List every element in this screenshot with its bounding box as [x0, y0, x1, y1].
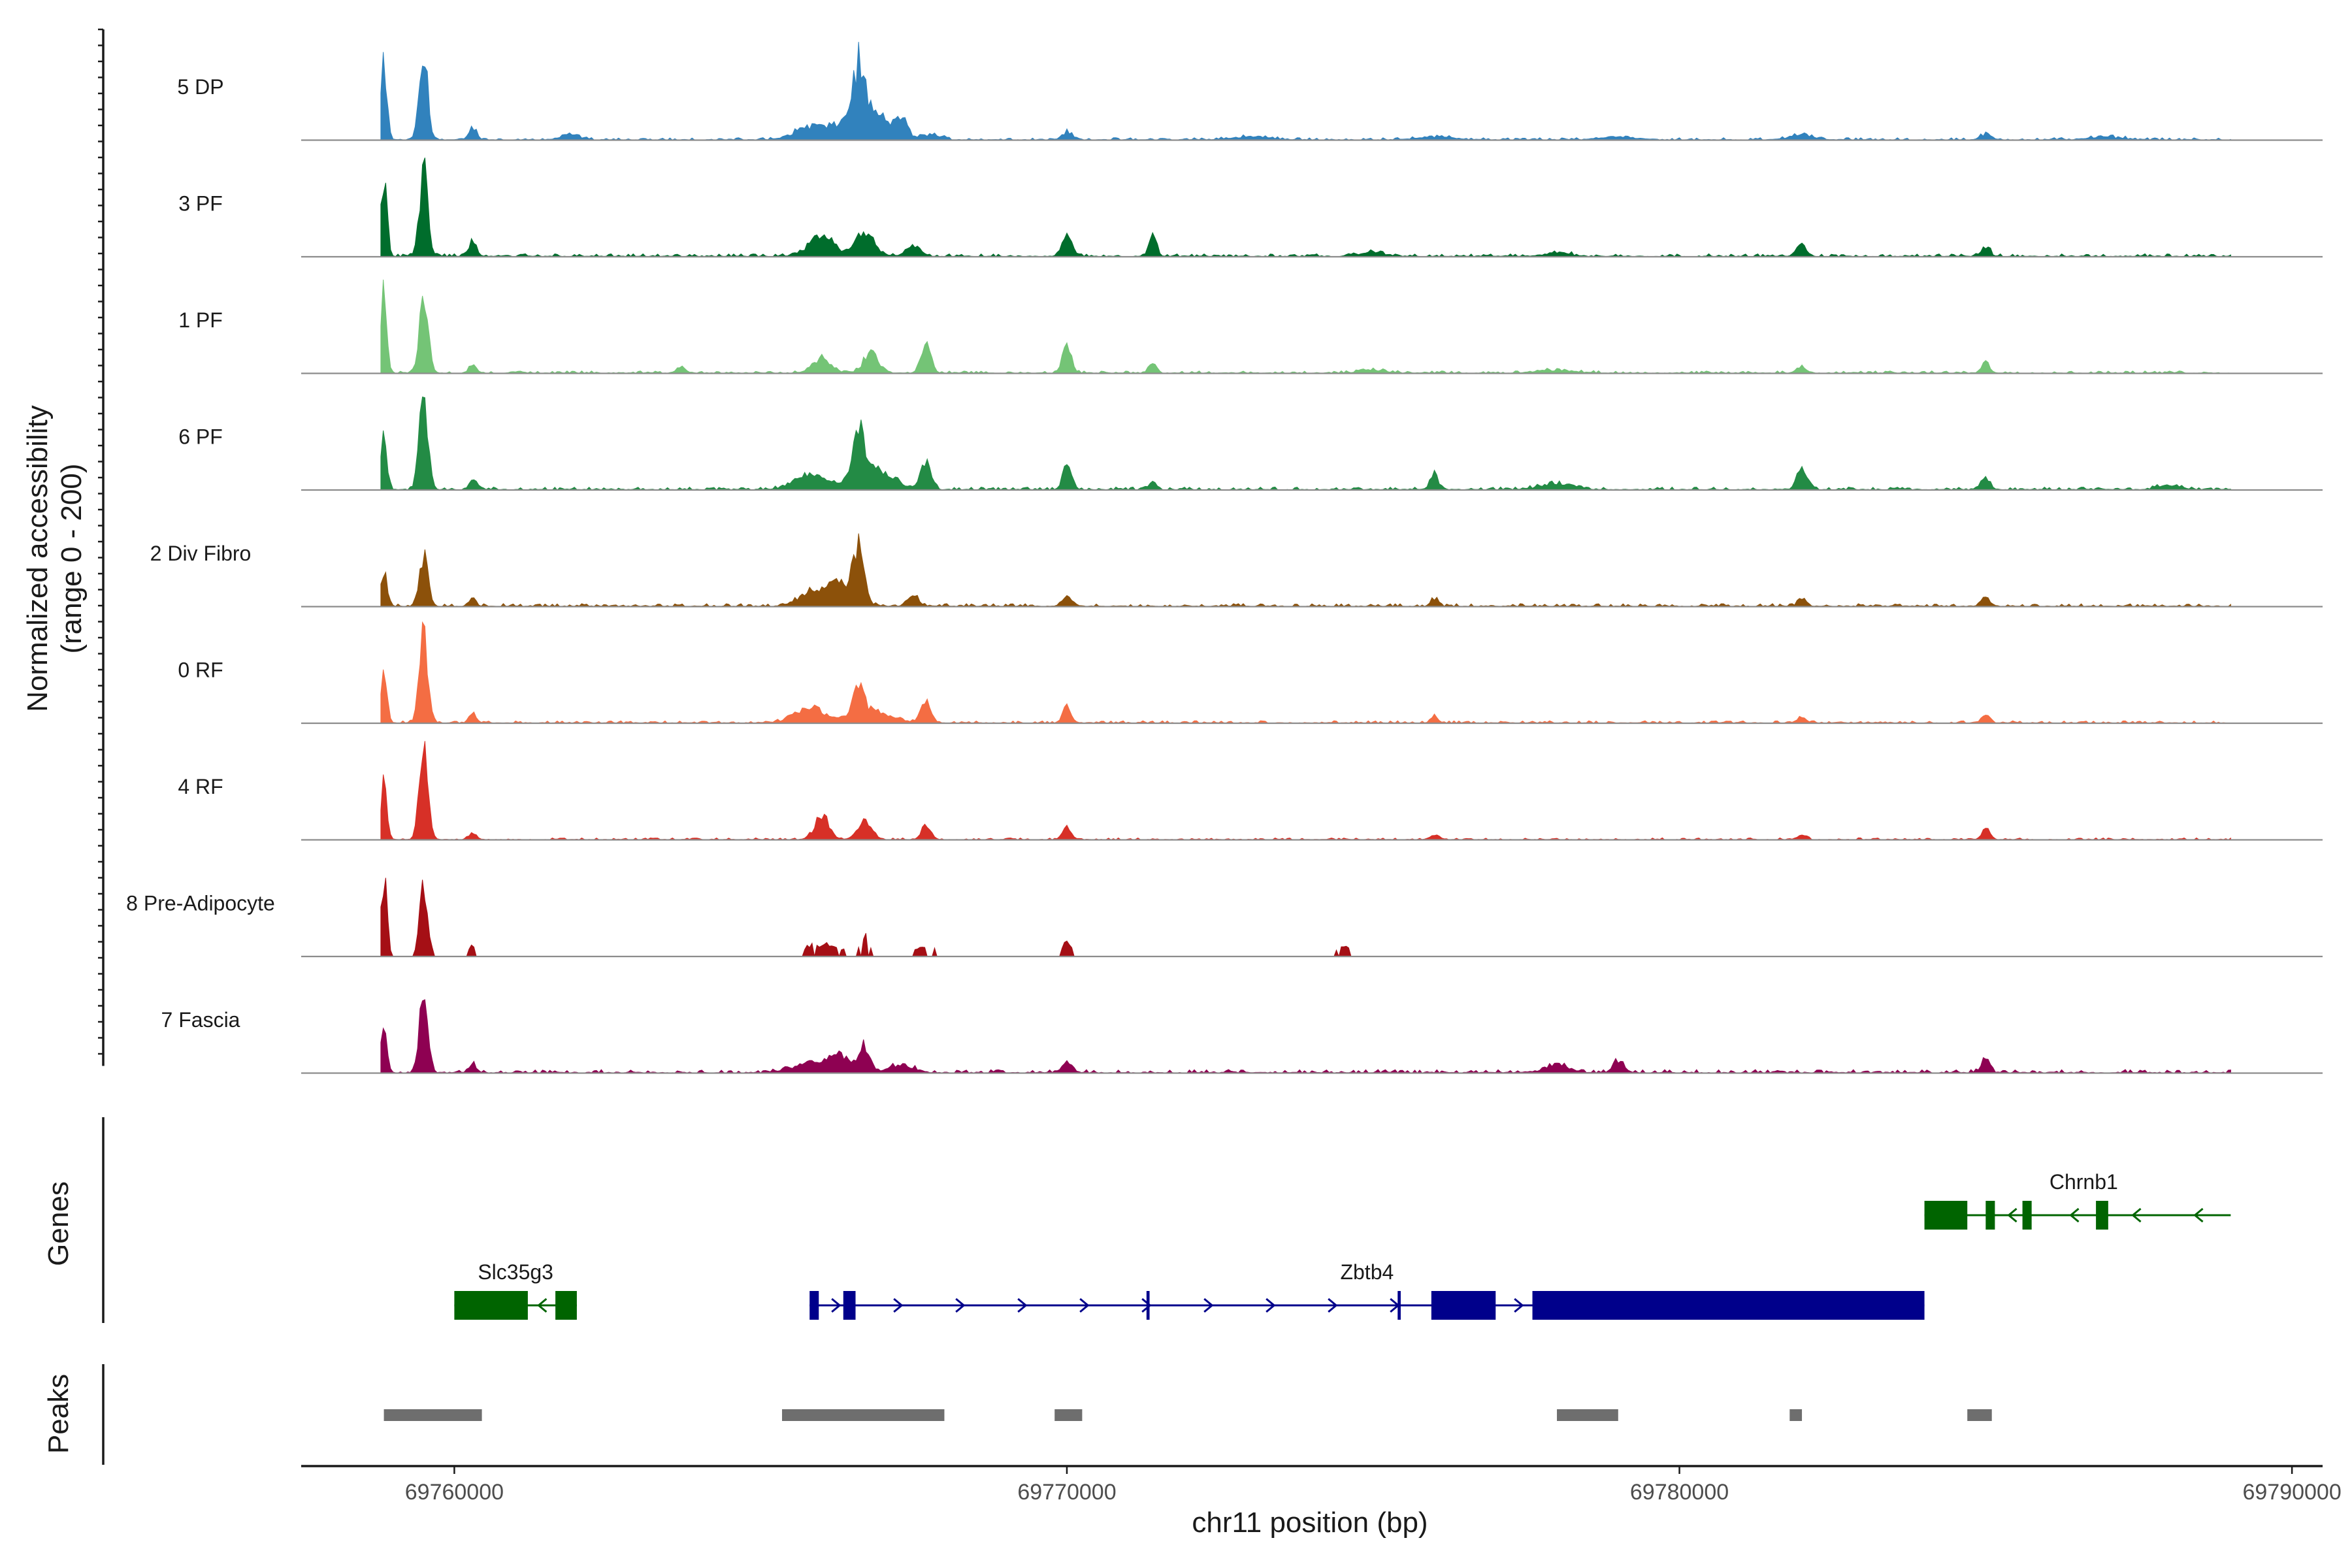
- strand-arrow: [2131, 1207, 2142, 1223]
- coverage-track: 4 RF: [178, 741, 2323, 841]
- coverage-area: [380, 741, 2231, 841]
- coverage-tracks: 5 DP 3 PF 1 PF 6 PF 2 Div Fibro 0 RF 4 RF 8 Pre…: [126, 42, 2323, 1074]
- coverage-area: [380, 533, 2231, 608]
- x-tick-label: 69760000: [405, 1480, 504, 1505]
- gene-exon: [1146, 1291, 1150, 1320]
- gene-exon: [1431, 1291, 1496, 1320]
- x-tick-label: 69790000: [2242, 1480, 2341, 1505]
- gene-exon: [1985, 1201, 1995, 1230]
- genes-layer: Slc35g3 Zbtb4 Chrnb1: [454, 1170, 2231, 1320]
- strand-arrow: [893, 1298, 904, 1313]
- track-label: 3 PF: [178, 192, 223, 216]
- coverage-area: [380, 621, 2231, 724]
- strand-arrow: [537, 1298, 547, 1313]
- coverage-area: [380, 157, 2231, 257]
- x-tick-label: 69770000: [1017, 1480, 1116, 1505]
- coverage-area: [380, 42, 2231, 141]
- coverage-track: 7 Fascia: [161, 999, 2323, 1074]
- strand-arrow: [1328, 1298, 1338, 1313]
- strand-arrow: [1017, 1298, 1028, 1313]
- gene-exon: [2022, 1201, 2032, 1230]
- coverage-track: 2 Div Fibro: [150, 533, 2323, 608]
- gene-exon: [1924, 1201, 1968, 1230]
- gene-zbtb4: Zbtb4: [809, 1260, 1925, 1320]
- track-label: 2 Div Fibro: [150, 542, 252, 565]
- x-axis-title: chr11 position (bp): [1192, 1507, 1428, 1539]
- gene-exon: [1532, 1291, 1925, 1320]
- strand-arrow: [1203, 1298, 1214, 1313]
- track-label: 6 PF: [178, 425, 223, 449]
- coverage-track: 3 PF: [178, 157, 2323, 258]
- gene-exon: [809, 1291, 819, 1320]
- track-label: 1 PF: [178, 308, 223, 332]
- strand-arrow: [1079, 1298, 1090, 1313]
- strand-arrow: [2193, 1207, 2204, 1223]
- track-label: 0 RF: [178, 659, 223, 682]
- strand-arrow: [1514, 1298, 1524, 1313]
- coverage-y-axis: [98, 28, 105, 1066]
- gene-label: Zbtb4: [1340, 1260, 1394, 1284]
- gene-slc35g3: Slc35g3: [454, 1260, 577, 1320]
- peak-region: [384, 1409, 482, 1421]
- strand-arrow: [831, 1298, 841, 1313]
- peaks-track-label: Peaks: [42, 1374, 74, 1454]
- peaks-layer: [384, 1409, 1992, 1421]
- gene-chrnb1: Chrnb1: [1924, 1170, 2231, 1230]
- peak-region: [1557, 1409, 1618, 1421]
- genes-track-label: Genes: [42, 1181, 74, 1266]
- peak-region: [1967, 1409, 1992, 1421]
- gene-exon: [843, 1291, 856, 1320]
- coverage-track: 6 PF: [178, 396, 2323, 491]
- gene-label: Chrnb1: [2050, 1170, 2118, 1194]
- gene-label: Slc35g3: [478, 1260, 553, 1284]
- track-label: 8 Pre-Adipocyte: [126, 892, 275, 915]
- gene-exon: [2096, 1201, 2108, 1230]
- strand-arrow: [2069, 1207, 2080, 1223]
- y-axis-title-range: (range 0 - 200): [56, 463, 88, 653]
- track-label: 4 RF: [178, 775, 223, 798]
- y-axis-title: Normalized accessibility: [22, 405, 54, 711]
- x-tick-label: 69780000: [1630, 1480, 1729, 1505]
- track-label: 5 DP: [177, 75, 223, 99]
- strand-arrow: [2007, 1207, 2017, 1223]
- coverage-area: [380, 396, 2231, 491]
- strand-arrow: [1141, 1298, 1152, 1313]
- peak-region: [1789, 1409, 1803, 1421]
- coverage-track: 0 RF: [178, 621, 2323, 725]
- coverage-area: [380, 279, 2231, 374]
- strand-arrow: [955, 1298, 966, 1313]
- coverage-track: 5 DP: [177, 42, 2323, 141]
- gene-exon: [454, 1291, 528, 1320]
- coverage-area: [380, 999, 2231, 1074]
- coverage-track: 1 PF: [178, 279, 2323, 374]
- x-axis: 69760000 69770000 69780000 69790000: [301, 1465, 2342, 1505]
- gene-exon: [555, 1291, 577, 1320]
- coverage-area: [380, 877, 2231, 958]
- peak-region: [1054, 1409, 1083, 1421]
- strand-arrow: [1266, 1298, 1276, 1313]
- gene-exon: [1397, 1291, 1401, 1320]
- track-label: 7 Fascia: [161, 1008, 240, 1032]
- peak-region: [781, 1409, 945, 1421]
- coverage-track: 8 Pre-Adipocyte: [126, 877, 2323, 958]
